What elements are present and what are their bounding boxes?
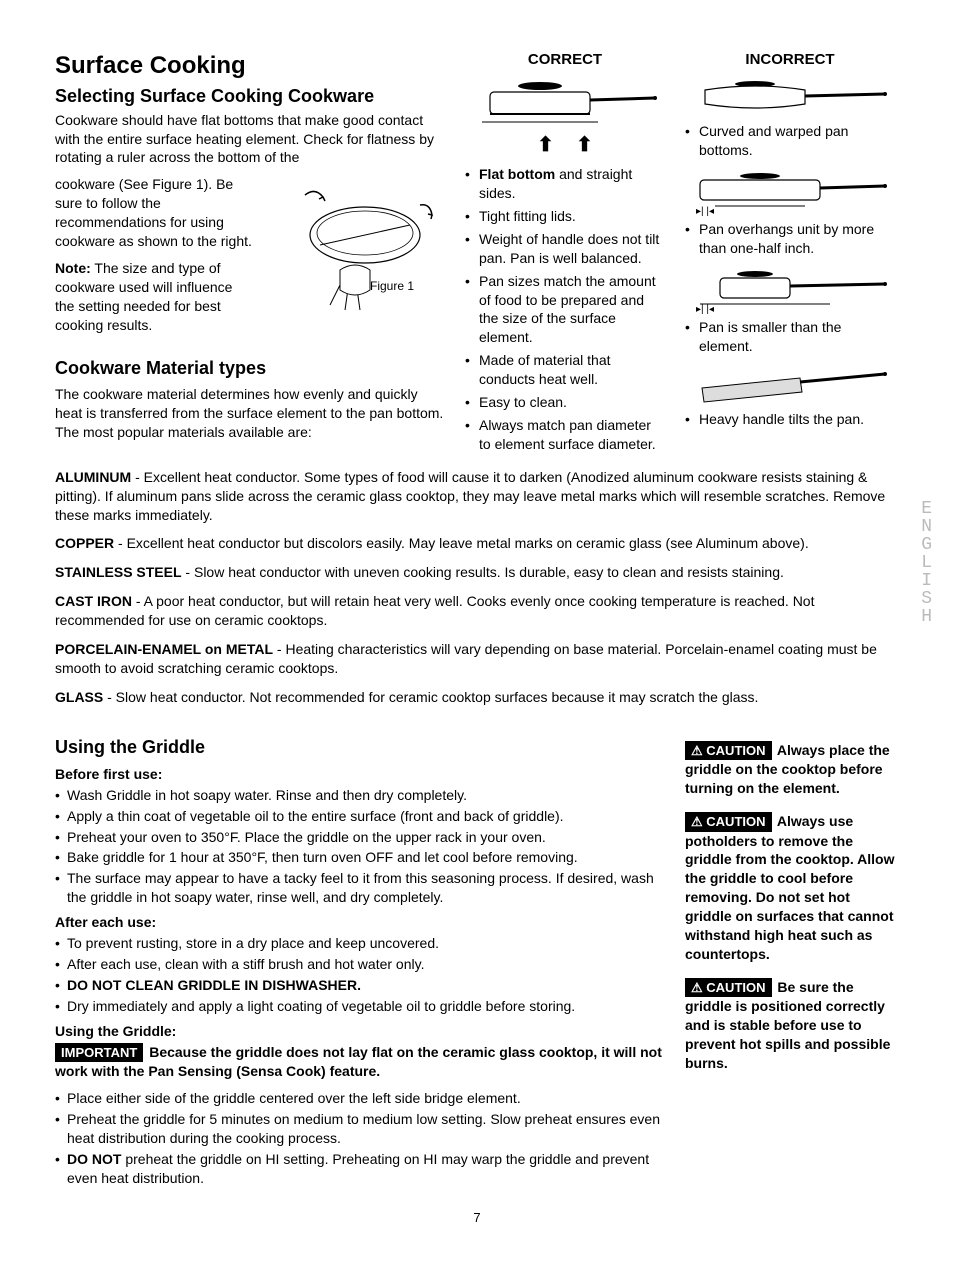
list-item: Pan sizes match the amount of food to be…: [465, 272, 665, 348]
intro-note: Note: The size and type of cookware used…: [55, 259, 255, 335]
list-item: After each use, clean with a stiff brush…: [55, 955, 665, 974]
after-each-use-list: To prevent rusting, store in a dry place…: [55, 934, 665, 1016]
incorrect-pan-4: [690, 366, 890, 406]
list-item: The surface may appear to have a tacky f…: [55, 869, 665, 907]
list-item: Weight of handle does not tilt pan. Pan …: [465, 230, 665, 268]
intro-left-text: cookware (See Figure 1). Be sure to foll…: [55, 175, 255, 251]
list-item: Apply a thin coat of vegetable oil to th…: [55, 807, 665, 826]
griddle-heading: Using the Griddle: [55, 735, 665, 759]
up-arrows-icon: ⬆ ⬆: [465, 132, 665, 159]
list-item: DO NOT preheat the griddle on HI setting…: [55, 1150, 665, 1188]
list-item: Wash Griddle in hot soapy water. Rinse a…: [55, 786, 665, 805]
list-item: Made of material that conducts heat well…: [465, 351, 665, 389]
list-item: Bake griddle for 1 hour at 350°F, then t…: [55, 848, 665, 867]
correct-pan-illustration: [470, 78, 660, 128]
correct-list: Flat bottom and straight sides. Tight fi…: [465, 165, 665, 453]
intro-top-text: Cookware should have flat bottoms that m…: [55, 111, 445, 168]
caution-1: CAUTION Always place the griddle on the …: [685, 741, 895, 798]
list-item: Preheat the griddle for 5 minutes on med…: [55, 1110, 665, 1148]
incorrect-item-4: Heavy handle tilts the pan.: [685, 410, 895, 429]
material-castiron: CAST IRON - A poor heat conductor, but w…: [55, 592, 899, 630]
list-item: Flat bottom and straight sides.: [465, 165, 665, 203]
caution-badge: CAUTION: [685, 812, 772, 832]
list-item: Tight fitting lids.: [465, 207, 665, 226]
svg-text:▸| |◂: ▸| |◂: [696, 206, 714, 216]
svg-text:▸| |◂: ▸| |◂: [696, 304, 714, 314]
before-first-use-label: Before first use:: [55, 765, 665, 784]
correct-heading: CORRECT: [465, 50, 665, 70]
material-aluminum: ALUMINUM - Excellent heat conductor. Som…: [55, 468, 899, 525]
caution-2: CAUTION Always use potholders to remove …: [685, 812, 895, 964]
caution-badge: CAUTION: [685, 741, 772, 761]
using-griddle-list: Place either side of the griddle centere…: [55, 1089, 665, 1187]
important-badge: IMPORTANT: [55, 1043, 143, 1063]
language-side-label: ENGLISH: [921, 500, 934, 626]
caution-3: CAUTION Be sure the griddle is positione…: [685, 978, 895, 1073]
figure-1-label: Figure 1: [370, 279, 414, 293]
incorrect-heading: INCORRECT: [685, 50, 895, 70]
material-copper: COPPER - Excellent heat conductor but di…: [55, 534, 899, 553]
material-porcelain: PORCELAIN-ENAMEL on METAL - Heating char…: [55, 640, 899, 678]
list-item: Place either side of the griddle centere…: [55, 1089, 665, 1108]
page-title: Surface Cooking: [55, 50, 445, 82]
list-item: Always match pan diameter to element sur…: [465, 416, 665, 454]
incorrect-pan-3: ▸| |◂: [690, 268, 890, 314]
incorrect-item-3: Pan is smaller than the element.: [685, 318, 895, 356]
list-item: Easy to clean.: [465, 393, 665, 412]
list-item: Preheat your oven to 350°F. Place the gr…: [55, 828, 665, 847]
list-item: To prevent rusting, store in a dry place…: [55, 934, 665, 953]
incorrect-pan-2: ▸| |◂: [690, 170, 890, 216]
page-number: 7: [55, 1209, 899, 1227]
page-subtitle: Selecting Surface Cooking Cookware: [55, 84, 445, 108]
material-stainless: STAINLESS STEEL - Slow heat conductor wi…: [55, 563, 899, 582]
material-glass: GLASS - Slow heat conductor. Not recomme…: [55, 688, 899, 707]
incorrect-item-1: Curved and warped pan bottoms.: [685, 122, 895, 160]
before-first-use-list: Wash Griddle in hot soapy water. Rinse a…: [55, 786, 665, 907]
figure-1-illustration: Figure 1: [275, 175, 445, 325]
list-item: DO NOT CLEAN GRIDDLE IN DISHWASHER.: [55, 976, 665, 995]
materials-section: ALUMINUM - Excellent heat conductor. Som…: [55, 468, 899, 707]
using-griddle-label: Using the Griddle:: [55, 1022, 665, 1041]
incorrect-item-2: Pan overhangs unit by more than one-half…: [685, 220, 895, 258]
material-types-intro: The cookware material determines how eve…: [55, 385, 445, 442]
list-item: Dry immediately and apply a light coatin…: [55, 997, 665, 1016]
material-types-heading: Cookware Material types: [55, 356, 445, 380]
after-each-use-label: After each use:: [55, 913, 665, 932]
caution-badge: CAUTION: [685, 978, 772, 998]
important-note: IMPORTANT Because the griddle does not l…: [55, 1043, 665, 1081]
incorrect-pan-1: [690, 78, 890, 118]
